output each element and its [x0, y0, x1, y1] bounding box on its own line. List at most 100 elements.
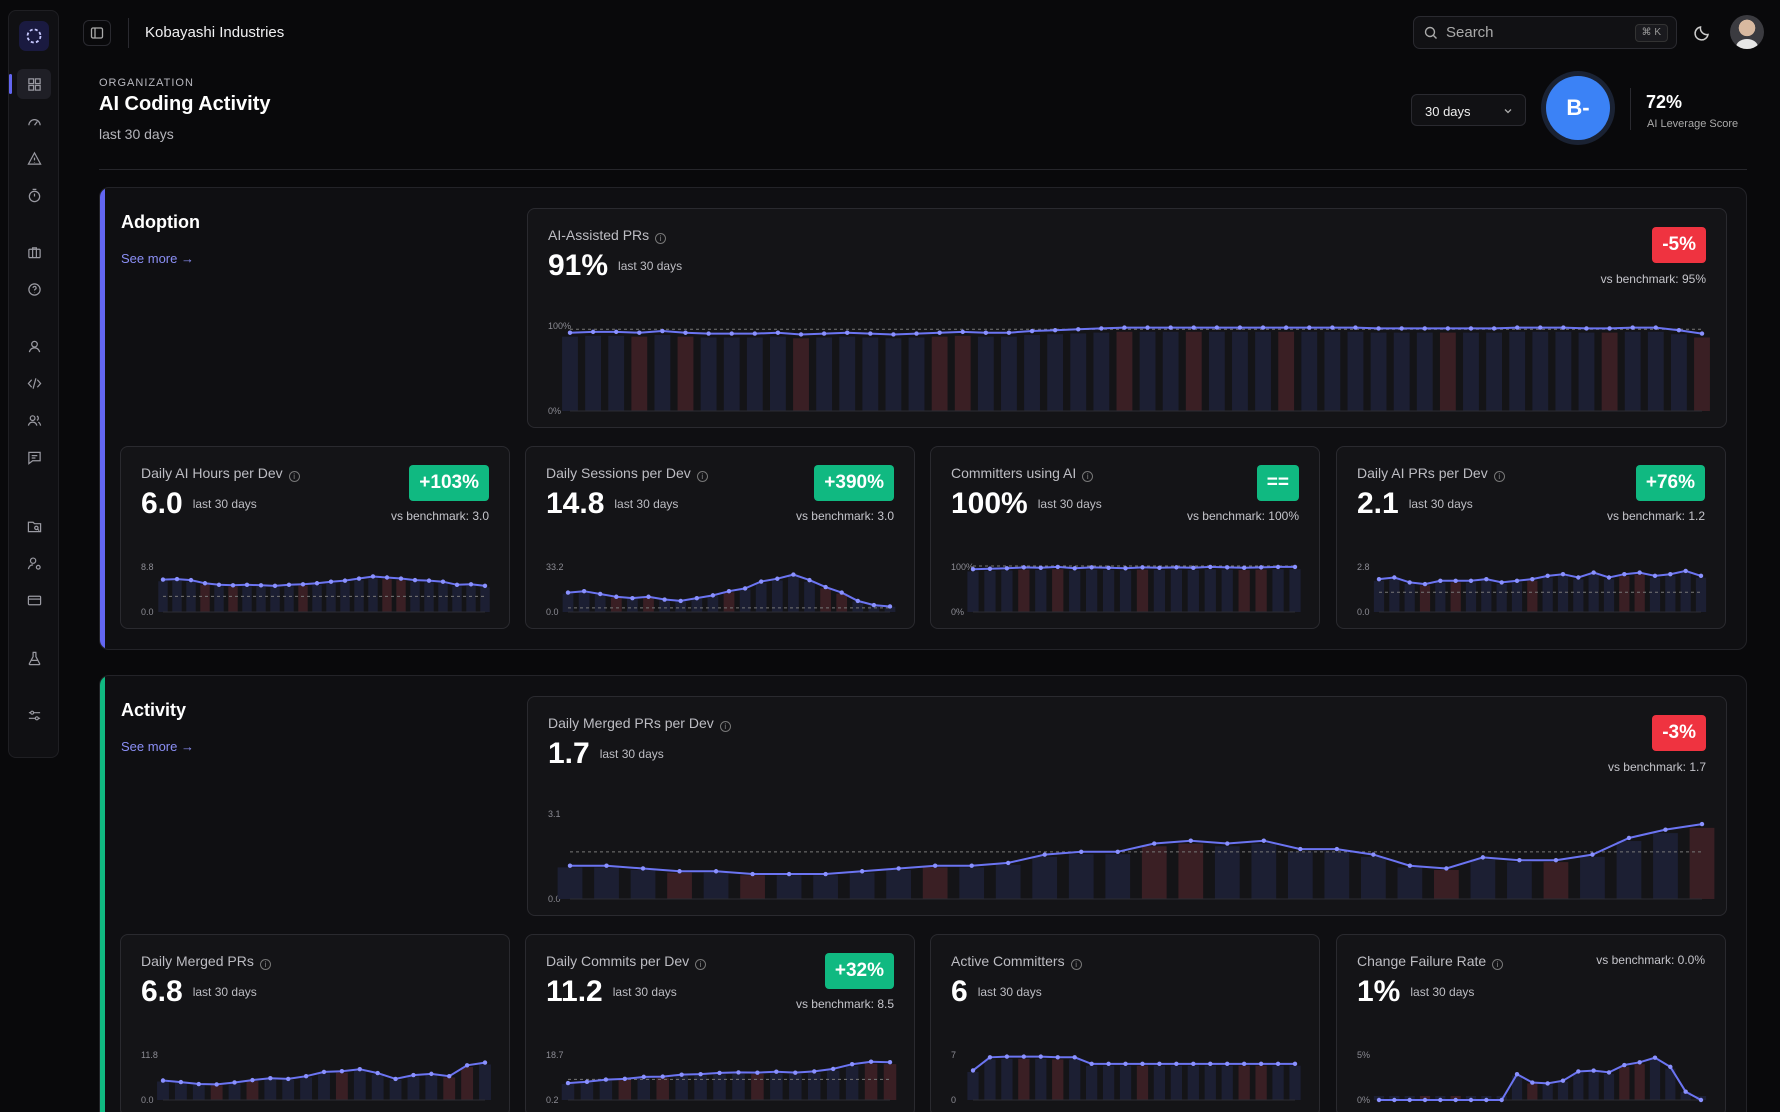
- data-point: [1076, 327, 1081, 332]
- metric-card-change-failure-rate[interactable]: Change Failure Rate i 1% last 30 days vs b…: [1336, 934, 1726, 1112]
- metric-card-daily-sessions[interactable]: Daily Sessions per Dev i 14.8 last 30 days…: [525, 446, 915, 629]
- section-title: Adoption: [121, 212, 200, 232]
- moon-icon[interactable]: [1693, 22, 1713, 42]
- y-axis-max-label: 100%: [951, 562, 974, 572]
- metric-value: 1% last 30 days: [1357, 975, 1474, 1009]
- chart-bar: [1047, 334, 1064, 411]
- chart-bar: [1001, 570, 1013, 612]
- info-icon[interactable]: i: [1493, 471, 1505, 482]
- chart-bar: [561, 1083, 575, 1100]
- metric-card-committers-using-ai[interactable]: Committers using AI i 100% last 30 days ==…: [930, 446, 1320, 629]
- info-icon[interactable]: i: [655, 233, 667, 244]
- delta-badge: +390%: [814, 465, 894, 501]
- chart-bar: [578, 592, 590, 612]
- team-icon[interactable]: [17, 405, 51, 435]
- data-point: [640, 866, 646, 871]
- sidebar-toggle-icon[interactable]: [83, 20, 111, 46]
- data-point: [736, 1070, 741, 1075]
- see-more-link[interactable]: See more →: [121, 739, 194, 754]
- metric-period: last 30 days: [1408, 497, 1473, 511]
- app-logo-icon[interactable]: [19, 21, 49, 51]
- user-icon[interactable]: [17, 331, 51, 361]
- series-line: [1379, 1056, 1702, 1101]
- sliders-icon[interactable]: [17, 700, 51, 730]
- benchmark-text: vs benchmark: 3.0: [390, 509, 489, 523]
- chart-bar: [389, 1080, 402, 1100]
- data-point: [1545, 573, 1550, 579]
- chart-bar: [580, 1082, 594, 1100]
- chart-bar: [769, 336, 786, 411]
- metric-card-daily-commits[interactable]: Daily Commits per Dev i 11.2 last 30 days …: [525, 934, 915, 1112]
- info-icon[interactable]: i: [1492, 959, 1504, 970]
- series-line: [567, 1060, 891, 1085]
- data-point: [1445, 326, 1451, 331]
- info-icon[interactable]: i: [696, 471, 708, 482]
- chart-bar: [562, 593, 574, 612]
- data-point: [1622, 572, 1627, 577]
- chart-bar: [1465, 582, 1477, 612]
- chart-bar: [739, 589, 751, 612]
- info-icon[interactable]: i: [288, 471, 300, 482]
- metric-value: 6 last 30 days: [951, 975, 1042, 1009]
- dashboard-icon[interactable]: [9, 69, 51, 99]
- metric-card-daily-ai-hours[interactable]: Daily AI Hours per Dev i 6.0 last 30 days …: [120, 446, 510, 629]
- flask-icon[interactable]: [17, 643, 51, 673]
- info-icon[interactable]: i: [259, 959, 271, 970]
- chart-bar: [1543, 862, 1569, 899]
- warning-icon[interactable]: [17, 143, 51, 173]
- y-axis-max-label: 18.7: [546, 1050, 564, 1060]
- credit-card-icon[interactable]: [17, 585, 51, 615]
- chart-bar: [959, 867, 985, 899]
- metric-card-daily-merged-prs-per-dev[interactable]: Daily Merged PRs per Dev i 1.7 last 30 day…: [527, 696, 1727, 916]
- search-input[interactable]: Search ⌘ K: [1413, 16, 1677, 49]
- data-point: [1668, 572, 1673, 577]
- data-point: [1422, 581, 1428, 587]
- range-dropdown[interactable]: 30 days: [1411, 94, 1526, 126]
- data-point: [1699, 331, 1705, 336]
- metric-value: 14.8 last 30 days: [546, 487, 678, 521]
- chart-bar: [908, 337, 925, 411]
- chart-daily-commits: 18.7 0.2: [546, 1050, 897, 1105]
- chart-bar: [599, 1080, 613, 1100]
- info-icon[interactable]: i: [1082, 471, 1094, 482]
- chart-bar: [700, 337, 717, 411]
- metric-card-daily-ai-prs[interactable]: Daily AI PRs per Dev i 2.1 last 30 days +7…: [1336, 446, 1726, 629]
- data-point: [1652, 573, 1658, 579]
- org-name[interactable]: Kobayashi Industries: [145, 24, 285, 41]
- data-point: [646, 594, 651, 599]
- chart-bar: [1557, 1081, 1569, 1100]
- see-more-link[interactable]: See more →: [121, 251, 194, 266]
- data-point: [1237, 325, 1243, 330]
- data-point: [1444, 866, 1449, 871]
- gauge-icon[interactable]: [17, 106, 51, 136]
- data-point: [1191, 325, 1196, 330]
- data-point: [637, 330, 642, 335]
- folder-icon[interactable]: [17, 511, 51, 541]
- chart-bar: [1214, 846, 1240, 899]
- info-icon[interactable]: i: [719, 721, 731, 732]
- info-icon[interactable]: i: [695, 959, 707, 970]
- data-point: [1560, 572, 1566, 577]
- data-point: [1545, 1081, 1550, 1086]
- message-icon[interactable]: [17, 442, 51, 472]
- help-icon[interactable]: [17, 274, 51, 304]
- delta-badge: ==: [1256, 465, 1299, 501]
- avatar[interactable]: [1730, 15, 1764, 49]
- chart-bar: [1542, 1084, 1553, 1100]
- data-point: [823, 871, 828, 877]
- data-point: [1376, 1097, 1382, 1103]
- briefcase-icon[interactable]: [17, 237, 51, 267]
- data-point: [1334, 846, 1340, 852]
- series-line: [569, 326, 1703, 336]
- stopwatch-icon[interactable]: [17, 180, 51, 210]
- data-point: [1038, 1054, 1043, 1059]
- user-settings-icon[interactable]: [17, 548, 51, 578]
- metric-card-ai-assisted-prs[interactable]: AI-Assisted PRs i 91% last 30 days -5% vs …: [527, 208, 1727, 428]
- code-icon[interactable]: [17, 368, 51, 398]
- metric-card-daily-merged-prs[interactable]: Daily Merged PRs i 6.8 last 30 days 11.8 0.…: [120, 934, 510, 1112]
- chart-bar: [200, 584, 210, 612]
- info-icon[interactable]: i: [1070, 959, 1082, 970]
- data-point: [1576, 575, 1581, 580]
- y-axis-max-label: 5%: [1357, 1050, 1370, 1060]
